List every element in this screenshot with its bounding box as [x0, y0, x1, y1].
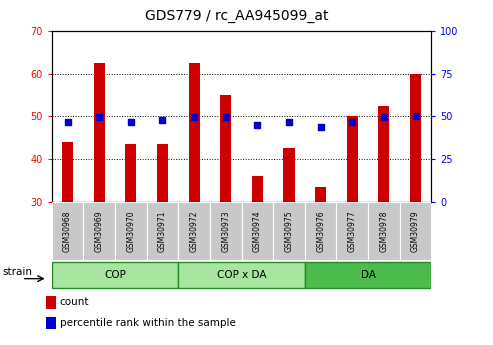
Point — [380, 115, 388, 120]
Text: GSM30974: GSM30974 — [253, 210, 262, 252]
Bar — [305, 202, 336, 260]
Bar — [125, 144, 137, 202]
Point — [349, 119, 356, 124]
Text: GSM30968: GSM30968 — [63, 210, 72, 252]
Bar — [115, 202, 147, 260]
Text: GSM30973: GSM30973 — [221, 210, 230, 252]
Bar — [252, 176, 263, 202]
Text: GSM30970: GSM30970 — [126, 210, 136, 252]
Point — [95, 115, 103, 120]
Point — [253, 122, 261, 128]
Point — [222, 115, 230, 120]
Bar — [83, 202, 115, 260]
Bar — [157, 144, 168, 202]
Bar — [347, 117, 358, 202]
Text: COP x DA: COP x DA — [217, 269, 266, 279]
Bar — [305, 262, 431, 288]
Bar — [147, 202, 178, 260]
Point — [159, 117, 167, 122]
Bar — [368, 202, 400, 260]
Bar — [273, 202, 305, 260]
Point — [127, 119, 135, 124]
Bar — [46, 317, 56, 329]
Text: DA: DA — [360, 269, 376, 279]
Text: GSM30977: GSM30977 — [348, 210, 357, 252]
Text: GSM30979: GSM30979 — [411, 210, 420, 252]
Text: GSM30976: GSM30976 — [316, 210, 325, 252]
Bar — [189, 63, 200, 202]
Bar — [46, 296, 56, 309]
Text: strain: strain — [2, 267, 33, 277]
Bar — [178, 262, 305, 288]
Text: GSM30971: GSM30971 — [158, 210, 167, 252]
Bar — [52, 262, 178, 288]
Bar — [220, 95, 231, 202]
Text: GDS779 / rc_AA945099_at: GDS779 / rc_AA945099_at — [145, 9, 328, 23]
Bar — [283, 148, 294, 202]
Text: GSM30978: GSM30978 — [380, 210, 388, 252]
Bar — [315, 187, 326, 202]
Bar — [62, 142, 73, 202]
Text: COP: COP — [104, 269, 126, 279]
Bar — [336, 202, 368, 260]
Bar — [400, 202, 431, 260]
Bar — [242, 202, 273, 260]
Bar — [178, 202, 210, 260]
Bar — [410, 74, 421, 202]
Point — [412, 114, 420, 119]
Bar — [52, 202, 83, 260]
Text: percentile rank within the sample: percentile rank within the sample — [60, 318, 236, 328]
Point — [64, 119, 71, 124]
Bar — [379, 106, 389, 202]
Text: GSM30972: GSM30972 — [190, 210, 199, 252]
Point — [317, 124, 324, 129]
Text: GSM30975: GSM30975 — [284, 210, 293, 252]
Point — [285, 120, 293, 125]
Text: GSM30969: GSM30969 — [95, 210, 104, 252]
Bar — [210, 202, 242, 260]
Point — [190, 115, 198, 120]
Bar — [94, 63, 105, 202]
Text: count: count — [60, 297, 89, 307]
